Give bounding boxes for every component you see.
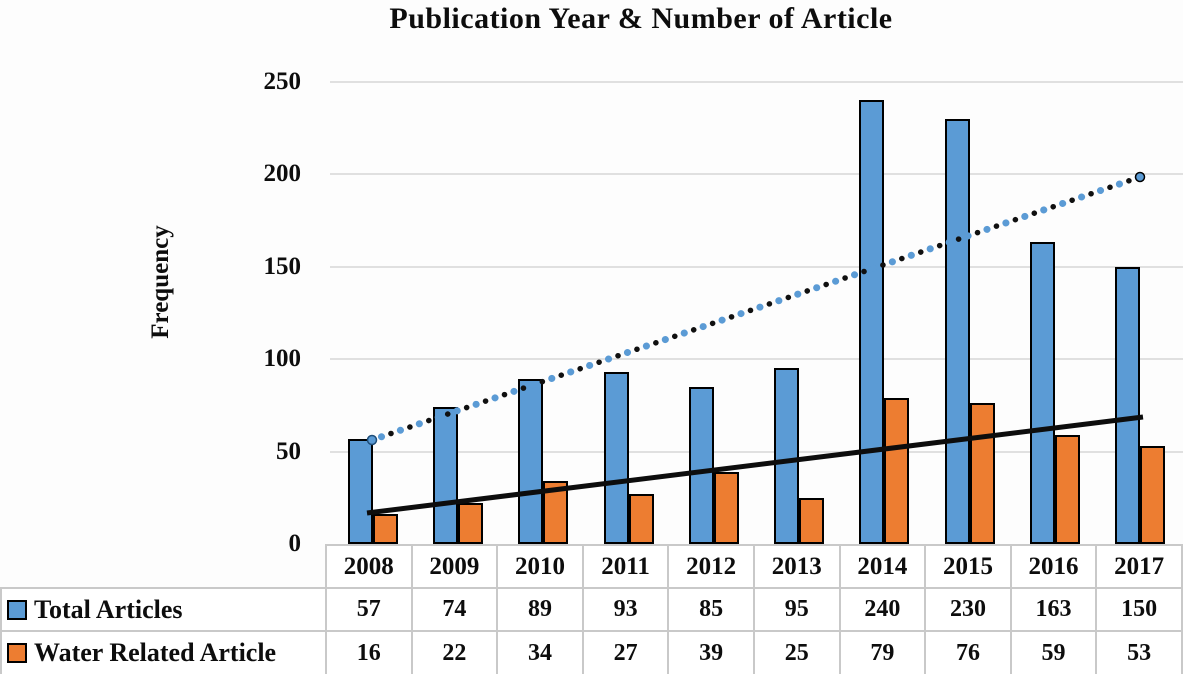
year-cell-2009: 2009 xyxy=(410,544,499,589)
legend-cell-water-related: Water Related Article xyxy=(0,630,327,674)
y-axis-label: Frequency xyxy=(147,225,174,339)
column-2010 xyxy=(501,82,586,544)
water-related-legend-label: Water Related Article xyxy=(34,638,277,667)
total-value-2011: 93 xyxy=(581,587,670,632)
total-value-2017: 150 xyxy=(1095,587,1183,632)
water-value-2012: 39 xyxy=(667,630,755,674)
y-tick-0: 0 xyxy=(288,530,302,557)
total-articles-legend-label: Total Articles xyxy=(34,594,183,624)
year-cell-2013: 2013 xyxy=(752,544,841,589)
water-related-bar-2012 xyxy=(713,471,739,544)
total-articles-bar-2008 xyxy=(347,438,373,544)
water-related-bar-2017 xyxy=(1140,445,1166,544)
y-tick-100: 100 xyxy=(263,345,302,372)
year-cell-2014: 2014 xyxy=(838,544,927,589)
total-value-2015: 230 xyxy=(924,587,1012,632)
column-2009 xyxy=(415,82,500,544)
data-table: 2008 2009 2010 2011 2012 2013 2014 2015 … xyxy=(0,544,1183,674)
total-articles-bar-2009 xyxy=(432,407,458,544)
water-related-bar-2009 xyxy=(457,503,483,544)
water-value-2014: 79 xyxy=(838,630,927,674)
total-articles-bar-2014 xyxy=(859,100,885,544)
total-value-2010: 89 xyxy=(496,587,584,632)
bar-series xyxy=(330,82,1183,544)
legend-cell-total-articles: Total Articles xyxy=(0,587,327,632)
total-articles-bar-2015 xyxy=(944,118,970,544)
chart-title: Publication Year & Number of Article xyxy=(389,2,893,35)
water-related-bar-2011 xyxy=(628,494,654,544)
total-articles-row: Total Articles 57 74 89 93 85 95 240 230… xyxy=(0,587,1183,632)
water-value-2010: 34 xyxy=(496,630,584,674)
column-2012 xyxy=(671,82,756,544)
blank-corner-cell xyxy=(1,545,326,588)
year-cell-2015: 2015 xyxy=(924,544,1012,589)
water-value-2013: 25 xyxy=(752,630,841,674)
total-articles-bar-2011 xyxy=(603,371,629,544)
water-related-bar-2016 xyxy=(1055,434,1081,544)
year-cell-2012: 2012 xyxy=(667,544,755,589)
total-articles-bar-2012 xyxy=(688,386,714,544)
total-value-2016: 163 xyxy=(1009,587,1098,632)
column-2016 xyxy=(1012,82,1097,544)
total-articles-bar-2013 xyxy=(774,368,800,544)
water-related-legend-swatch xyxy=(7,643,27,663)
water-value-2009: 22 xyxy=(410,630,499,674)
total-value-2013: 95 xyxy=(752,587,841,632)
column-2017 xyxy=(1098,82,1183,544)
water-related-bar-2013 xyxy=(799,497,825,544)
total-articles-bar-2016 xyxy=(1030,242,1056,544)
total-articles-legend-swatch xyxy=(7,599,27,620)
water-value-2016: 59 xyxy=(1009,630,1098,674)
total-value-2012: 85 xyxy=(667,587,755,632)
year-cell-2017: 2017 xyxy=(1095,544,1183,589)
water-related-row: Water Related Article 16 22 34 27 39 25 … xyxy=(0,630,1183,674)
water-value-2008: 16 xyxy=(325,630,413,674)
total-value-2008: 57 xyxy=(325,587,413,632)
total-articles-bar-2017 xyxy=(1115,266,1141,544)
year-header-row: 2008 2009 2010 2011 2012 2013 2014 2015 … xyxy=(1,544,1183,589)
water-related-bar-2008 xyxy=(372,514,398,544)
column-2013 xyxy=(756,82,841,544)
year-cell-2016: 2016 xyxy=(1009,544,1098,589)
water-related-bar-2010 xyxy=(543,481,569,544)
y-tick-200: 200 xyxy=(263,160,302,187)
column-2008 xyxy=(330,82,415,544)
water-related-bar-2015 xyxy=(969,403,995,544)
year-cell-2010: 2010 xyxy=(496,544,584,589)
water-value-2015: 76 xyxy=(924,630,1012,674)
gridline-250 xyxy=(330,81,1183,83)
column-2014 xyxy=(842,82,927,544)
total-value-2014: 240 xyxy=(838,587,927,632)
total-articles-bar-2010 xyxy=(518,379,544,544)
plot-area xyxy=(330,81,1183,544)
water-related-bar-2014 xyxy=(884,397,910,544)
column-2011 xyxy=(586,82,671,544)
y-tick-50: 50 xyxy=(276,438,301,465)
water-value-2017: 53 xyxy=(1095,630,1183,674)
y-tick-150: 150 xyxy=(263,253,302,280)
y-tick-250: 250 xyxy=(263,68,302,95)
total-value-2009: 74 xyxy=(410,587,499,632)
water-value-2011: 27 xyxy=(581,630,670,674)
year-cell-2008: 2008 xyxy=(325,544,413,589)
column-2015 xyxy=(927,82,1012,544)
year-cell-2011: 2011 xyxy=(581,544,670,589)
